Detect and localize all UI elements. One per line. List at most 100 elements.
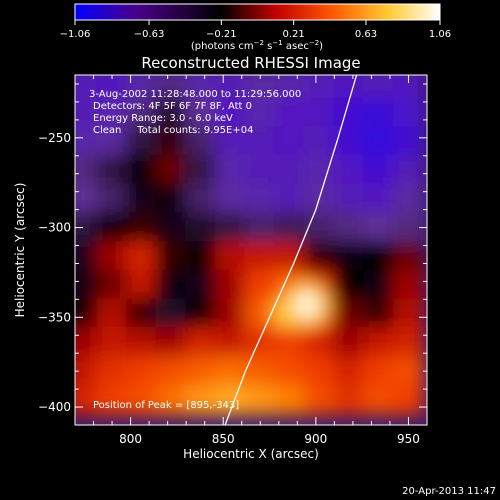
chart-title: Reconstructed RHESSI Image — [141, 54, 360, 72]
clean-counts-label: Clean Total counts: 9.95E+04 — [93, 125, 253, 136]
heatmap-cell — [125, 126, 158, 157]
heatmap-cell — [274, 355, 306, 387]
heatmap-cell — [274, 183, 306, 215]
heatmap-cell — [75, 97, 99, 129]
heatmap-cell — [96, 355, 128, 387]
y-tick-label: −350 — [38, 310, 71, 324]
heatmap-cell — [214, 298, 247, 330]
heatmap-cell — [125, 355, 158, 387]
heatmap-cell — [303, 240, 336, 272]
heatmap-cell — [274, 327, 306, 358]
heatmap-cell — [214, 75, 247, 100]
heatmap-cell — [392, 298, 425, 330]
plot-frame — [74, 74, 428, 426]
heatmap-cell — [363, 75, 395, 100]
heatmap-image — [75, 75, 427, 425]
heatmap-cell — [363, 384, 395, 416]
heatmap-cell — [333, 327, 366, 358]
peak-core — [294, 292, 319, 317]
heatmap-cell — [185, 240, 217, 272]
heatmap-cell — [392, 240, 425, 272]
heatmap-cell — [333, 240, 366, 272]
heatmap-cell — [155, 327, 188, 358]
heatmap-cell — [96, 75, 128, 100]
heatmap-cell — [392, 355, 425, 387]
heatmap-cell — [125, 97, 158, 129]
y-tick-label: −300 — [38, 221, 71, 235]
heatmap-cell — [392, 97, 425, 129]
y-tick-label: −250 — [38, 131, 71, 145]
heatmap-cell — [244, 97, 277, 129]
heatmap-cell — [363, 269, 395, 301]
heatmap-cell — [363, 97, 395, 129]
heatmap-cell — [75, 298, 99, 330]
x-axis-label: Heliocentric X (arcsec) — [183, 447, 319, 461]
heatmap-cell — [363, 298, 395, 330]
colorbar-gradient — [74, 3, 441, 21]
solar-limb-curve — [224, 75, 358, 425]
heatmap-cell — [244, 269, 277, 301]
heatmap-cell — [96, 240, 128, 272]
y-tick-label: −400 — [38, 400, 71, 414]
x-axis: 800 850 900 950 — [93, 75, 428, 446]
colorbar-ticks: −1.06 −0.63 −0.21 0.21 0.63 1.06 — [60, 20, 451, 40]
colorbar-tick-label: 0.63 — [355, 29, 377, 40]
time-range-label: 3-Aug-2002 11:28:48.000 to 11:29:56.000 — [89, 89, 301, 100]
heatmap-cell — [392, 154, 425, 186]
heatmap-cell — [155, 126, 188, 157]
heatmap-cell — [155, 212, 188, 243]
heatmap-cell — [125, 75, 158, 100]
heatmap-cell — [363, 355, 395, 387]
heatmap-cell — [303, 154, 336, 186]
heatmap-cell — [303, 97, 336, 129]
heatmap-cell — [333, 298, 366, 330]
heatmap-cell — [155, 355, 188, 387]
colorbar-tick-label: 0.21 — [283, 29, 305, 40]
heatmap-cell — [75, 75, 99, 100]
heatmap-cell — [214, 327, 247, 358]
heatmap-cell — [244, 183, 277, 215]
y-axis: −250 −300 −350 −400 — [38, 83, 427, 426]
heatmap-cell — [392, 269, 425, 301]
heatmap-cell — [363, 183, 395, 215]
heatmap-cell — [333, 212, 366, 243]
x-tick-label: 850 — [212, 432, 235, 446]
heatmap-cell — [96, 126, 128, 157]
heatmap-cell — [125, 384, 158, 416]
x-tick-label: 900 — [304, 432, 327, 446]
heatmap-cell — [96, 154, 128, 186]
colorbar-tick-label: −0.63 — [134, 29, 165, 40]
heatmap-cell — [333, 154, 366, 186]
heatmap-cell — [75, 269, 99, 301]
heatmap-cell — [185, 183, 217, 215]
heatmap-cell — [125, 240, 158, 272]
heatmap-cell — [274, 154, 306, 186]
colorbar-tick-label: −1.06 — [60, 29, 91, 40]
heatmap-cell — [125, 327, 158, 358]
heatmap-cell — [392, 126, 425, 157]
heatmap-cell — [125, 269, 158, 301]
heatmap-cell — [75, 240, 99, 272]
heatmap-cell — [96, 97, 128, 129]
heatmap-cell — [244, 355, 277, 387]
heatmap-cell — [303, 126, 336, 157]
heatmap-cell — [214, 126, 247, 157]
heatmap-cell — [75, 212, 99, 243]
heatmap-cell — [214, 154, 247, 186]
heatmap-cell — [96, 183, 128, 215]
heatmap-cell — [363, 327, 395, 358]
heatmap-cell — [214, 183, 247, 215]
heatmap-cell — [155, 240, 188, 272]
y-axis-label: Heliocentric Y (arcsec) — [13, 183, 27, 318]
heatmap-cell — [155, 269, 188, 301]
footer-timestamp: 20-Apr-2013 11:47 — [402, 486, 496, 497]
heatmap-cell — [363, 240, 395, 272]
x-tick-label: 950 — [397, 432, 420, 446]
heatmap-cell — [96, 327, 128, 358]
heatmap-cell — [185, 75, 217, 100]
x-tick-label: 800 — [119, 432, 142, 446]
heatmap-cell — [155, 154, 188, 186]
heatmap-cell — [274, 384, 306, 416]
heatmap-cell — [96, 212, 128, 243]
